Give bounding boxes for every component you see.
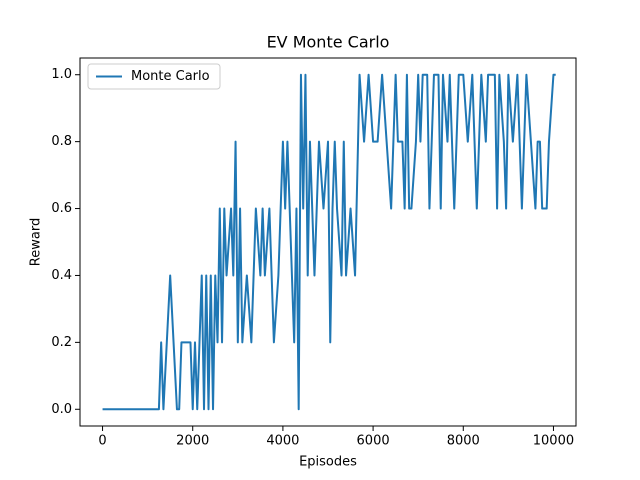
x-tick-label: 10000 (533, 434, 574, 449)
y-tick-label: 1.0 (51, 67, 72, 82)
y-tick-label: 0.8 (51, 134, 72, 149)
y-tick-label: 0.4 (51, 268, 72, 283)
chart-title: EV Monte Carlo (267, 33, 390, 52)
line-series (102, 73, 556, 411)
y-tick-label: 0.6 (51, 201, 72, 216)
legend-box (87, 63, 221, 90)
x-tick-label: 2000 (176, 434, 209, 449)
legend-label: Monte Carlo (131, 69, 210, 84)
y-axis-label: Reward (29, 218, 44, 266)
x-tick-label: 6000 (357, 434, 390, 449)
plot-frame (79, 57, 577, 427)
y-tick-label: 0.2 (51, 335, 72, 350)
x-tick-label: 0 (98, 434, 106, 449)
x-tick-label: 4000 (266, 434, 299, 449)
x-axis-label: Episodes (299, 455, 357, 470)
x-tick-label: 8000 (447, 434, 480, 449)
y-tick-label: 0.0 (51, 402, 72, 417)
